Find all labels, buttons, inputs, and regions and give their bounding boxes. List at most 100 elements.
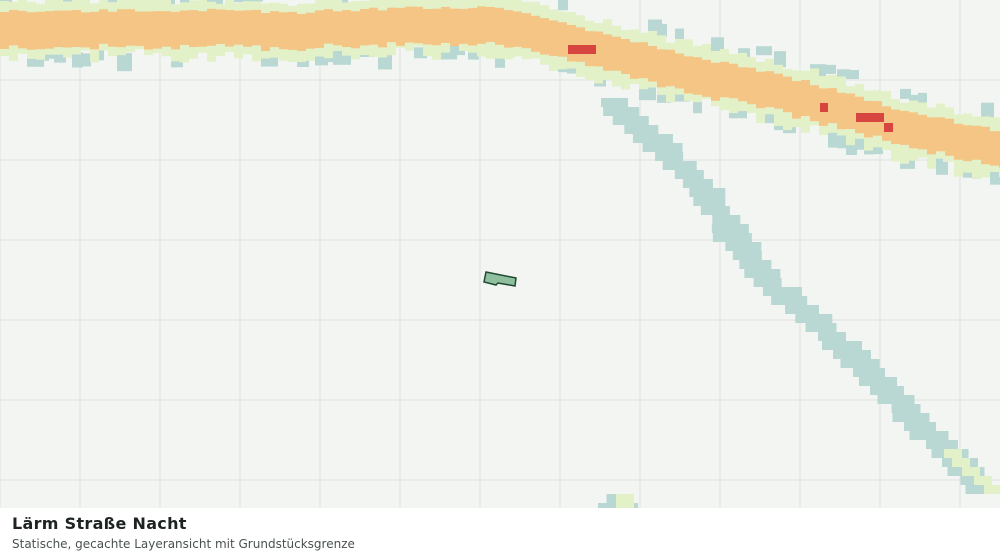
noise-cell-high [135, 11, 144, 47]
noise-cell-high [531, 15, 540, 52]
noise-cell-high [297, 13, 306, 51]
noise-cell-low [711, 224, 749, 233]
noise-cell-max [856, 113, 884, 122]
noise-cell-high [801, 80, 810, 116]
noise-cell-high [207, 8, 216, 46]
noise-cell-high [684, 56, 693, 94]
noise-layer [0, 0, 1000, 508]
noise-cell-high [153, 11, 162, 49]
noise-cell-low [981, 102, 994, 119]
noise-cell-low [805, 323, 837, 332]
noise-cell-low [877, 395, 915, 404]
noise-cell-high [540, 18, 549, 55]
noise-cell-low [693, 94, 702, 114]
noise-cell-max [820, 103, 828, 112]
noise-cell-low [450, 45, 465, 56]
map-view [0, 0, 1000, 508]
noise-cell-low [785, 305, 819, 314]
noise-cell-low [674, 170, 704, 179]
noise-cell-low [414, 47, 427, 59]
noise-cell-high [441, 6, 450, 43]
noise-cell-low [822, 341, 862, 350]
noise-cell-high [261, 13, 270, 52]
noise-cell-high [612, 36, 621, 71]
noise-cell-high [549, 20, 558, 56]
noise-cell-mid [974, 476, 992, 485]
noise-cell-high [945, 118, 954, 156]
noise-cell-max [568, 45, 596, 54]
noise-cell-low [892, 413, 930, 422]
noise-cell-high [972, 125, 981, 160]
noise-cell-high [504, 10, 513, 48]
noise-cell-high [657, 49, 666, 88]
noise-cell-high [414, 6, 423, 44]
noise-cell-high [369, 7, 378, 45]
noise-cell-high [468, 8, 477, 46]
noise-cell-low [725, 242, 762, 251]
noise-cell-high [747, 67, 756, 105]
noise-cell-low [632, 134, 673, 143]
noise-cell-high [36, 11, 45, 50]
noise-cell-high [837, 92, 846, 130]
noise-cell-high [963, 125, 972, 162]
noise-cell-high [702, 59, 711, 97]
noise-cell-high [180, 10, 189, 45]
noise-cell-high [558, 22, 567, 57]
noise-cell-mid [962, 467, 980, 476]
noise-cell-high [405, 6, 414, 43]
noise-cell-high [900, 110, 909, 145]
noise-cell-high [126, 9, 135, 46]
noise-cell-low [689, 188, 726, 197]
parcel-boundary [483, 271, 517, 287]
noise-cell-low [926, 440, 958, 449]
noise-cell-high [216, 9, 225, 44]
noise-cell-low [819, 64, 836, 74]
noise-cell-low [675, 90, 690, 102]
noise-cell-high [9, 9, 18, 46]
noise-cell-low [693, 197, 726, 206]
noise-cell-high [54, 10, 63, 48]
noise-cell-high [720, 61, 729, 98]
noise-cell-low [756, 46, 772, 56]
noise-cell-low [873, 141, 883, 155]
noise-cell-high [198, 11, 207, 47]
noise-cell-high [513, 11, 522, 47]
noise-cell-high [918, 114, 927, 150]
noise-cell-low [846, 70, 859, 79]
noise-cell-high [225, 10, 234, 47]
noise-cell-low [870, 386, 904, 395]
noise-cell-high [171, 11, 180, 50]
noise-cell-high [108, 11, 117, 47]
noise-cell-low [72, 52, 83, 68]
noise-cell-low [840, 359, 880, 368]
noise-cell-high [909, 112, 918, 149]
noise-cell-high [45, 11, 54, 49]
noise-cell-mid [616, 503, 634, 508]
caption-panel: Lärm Straße Nacht Statische, gecachte La… [0, 508, 1000, 560]
noise-cell-low [990, 169, 1000, 185]
noise-cell-high [342, 10, 351, 48]
noise-cell-high [576, 27, 585, 62]
noise-cell-low [603, 107, 640, 116]
noise-cell-low [558, 0, 568, 11]
noise-cell-high [666, 49, 675, 87]
noise-cell-low [765, 114, 778, 124]
noise-cell-high [729, 63, 738, 99]
noise-cell-high [954, 123, 963, 160]
noise-cell-high [648, 46, 657, 82]
noise-cell-high [252, 9, 261, 46]
noise-cell-high [927, 117, 936, 155]
noise-cell-high [387, 7, 396, 43]
noise-cell-high [162, 11, 171, 47]
noise-cell-high [756, 71, 765, 109]
noise-cell-high [621, 39, 630, 74]
noise-cell-low [675, 28, 684, 46]
noise-cell-high [72, 9, 81, 47]
noise-cell-low [965, 485, 1000, 494]
noise-cell-high [783, 76, 792, 113]
noise-cell-low [833, 350, 871, 359]
noise-cell-high [594, 31, 603, 67]
noise-cell-high [522, 13, 531, 49]
noise-cell-low [846, 136, 857, 155]
noise-cell-low [891, 404, 921, 413]
